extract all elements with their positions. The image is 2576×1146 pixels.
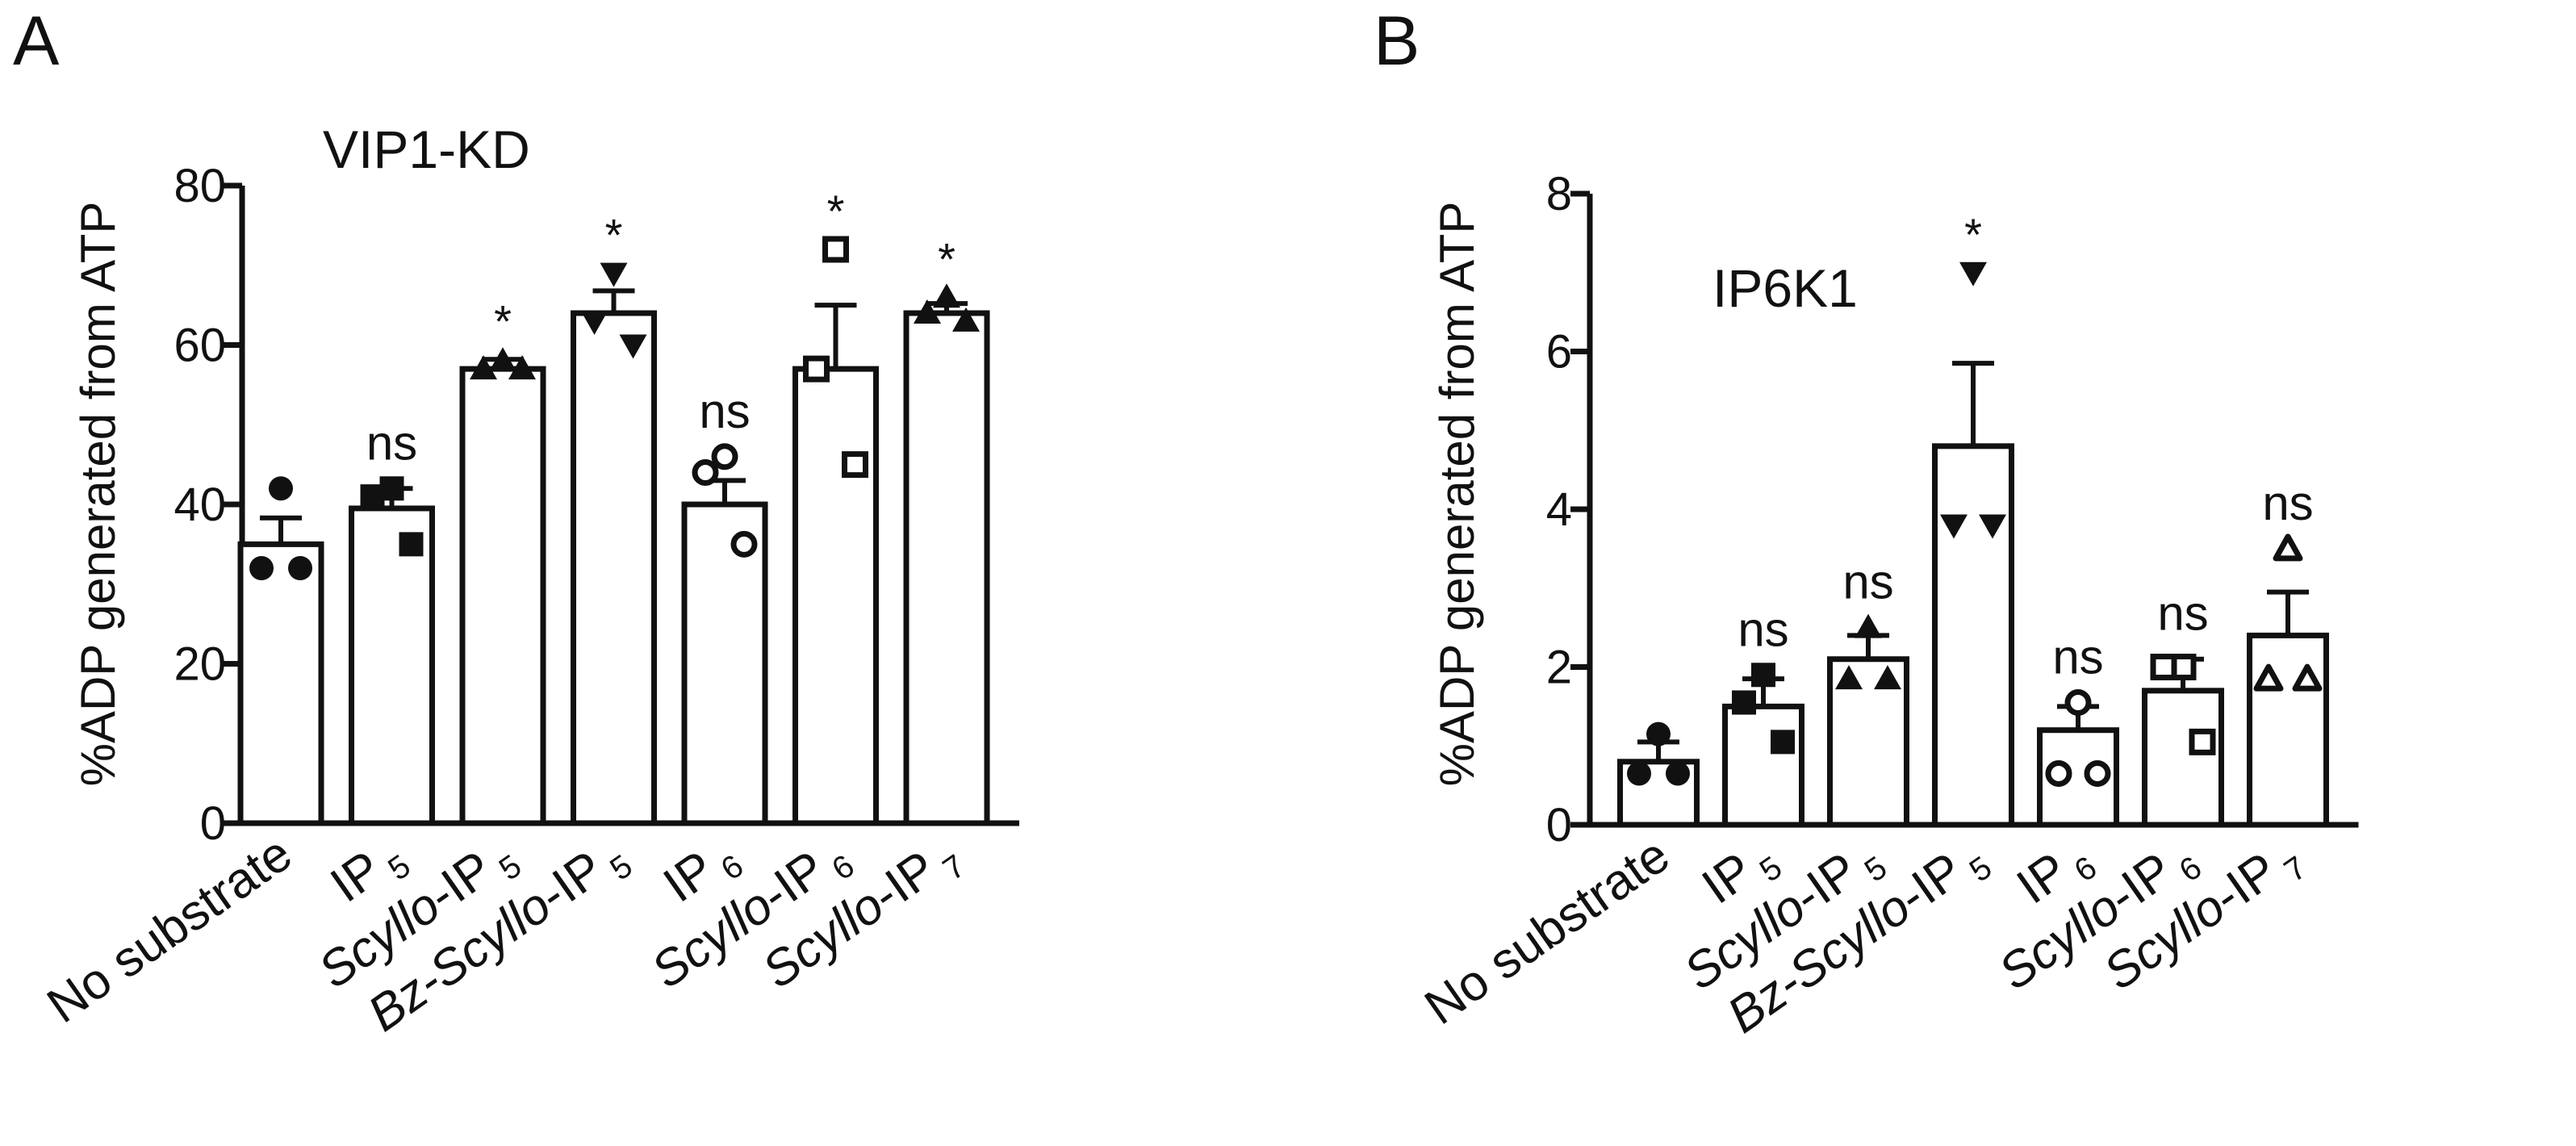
data-point	[619, 334, 647, 359]
significance-label: *	[938, 233, 956, 284]
y-tick-label: 20	[174, 638, 226, 691]
significance-label: ns	[1842, 555, 1893, 609]
data-point	[2273, 533, 2303, 562]
data-point	[1959, 261, 1987, 286]
significance-label: ns	[366, 416, 417, 470]
data-point	[580, 310, 608, 335]
x-tick-label-part: No substrate	[38, 826, 303, 1034]
data-point	[1627, 761, 1651, 786]
data-point	[489, 347, 516, 372]
bar	[2142, 688, 2224, 828]
y-tick-label: 0	[200, 797, 226, 850]
data-point	[711, 443, 738, 471]
data-point	[1940, 514, 1968, 539]
data-point	[2064, 688, 2092, 716]
data-point	[692, 459, 719, 486]
significance-label: ns	[699, 384, 750, 438]
bar	[1932, 443, 2014, 828]
panel-letter: A	[13, 2, 60, 80]
y-tick-label: 4	[1546, 483, 1572, 536]
data-point	[952, 307, 980, 332]
y-axis-label: %ADP generated from ATP	[1430, 202, 1484, 787]
data-point	[1874, 665, 1901, 690]
data-point	[2150, 654, 2177, 680]
data-point	[1732, 690, 1756, 715]
data-point	[822, 236, 849, 263]
data-point	[730, 530, 758, 558]
significance-label: *	[1964, 209, 1982, 260]
y-tick-label: 2	[1546, 642, 1572, 694]
y-tick-label: 6	[1546, 326, 1572, 379]
significance-label: ns	[2052, 629, 2103, 684]
data-point	[399, 532, 424, 557]
data-point	[508, 355, 536, 380]
chart-panel-b: B IP6K1 %ADP generated from ATP 0 2 4 6 8 No …	[1374, 2, 2359, 1044]
bar	[792, 366, 879, 826]
bar	[2247, 632, 2329, 828]
data-point	[470, 355, 497, 380]
data-point	[1855, 613, 1882, 638]
significance-label: *	[827, 186, 845, 236]
bar	[459, 366, 546, 826]
bar	[903, 310, 990, 826]
y-tick-label: 60	[174, 320, 226, 372]
significance-label: ns	[1738, 602, 1788, 656]
bar	[571, 310, 657, 826]
chart-title: VIP1-KD	[323, 119, 530, 179]
significance-label: *	[605, 210, 623, 261]
bar	[1722, 703, 1804, 828]
y-tick-label: 40	[174, 479, 226, 531]
panel-letter: B	[1374, 2, 1420, 80]
data-point	[1646, 721, 1671, 747]
significance-label: *	[494, 295, 512, 346]
data-point	[842, 451, 868, 479]
data-point	[2292, 663, 2323, 692]
x-tick-label-part: Scyllo	[642, 877, 783, 999]
data-point	[1835, 665, 1863, 690]
data-point	[914, 299, 941, 324]
data-point	[933, 283, 960, 308]
data-point	[600, 262, 628, 287]
data-point	[1979, 514, 2006, 539]
data-point	[2045, 759, 2072, 787]
data-point	[288, 556, 312, 580]
significance-label: ns	[2157, 587, 2208, 641]
data-point	[2189, 728, 2216, 755]
chart-title: IP6K1	[1712, 258, 1858, 318]
data-point	[2253, 663, 2284, 692]
x-tick-label-part: No substrate	[1416, 827, 1680, 1035]
data-point	[269, 476, 293, 501]
x-tick-label: No substrate	[1416, 827, 1680, 1035]
data-point	[1751, 663, 1775, 688]
data-point	[360, 484, 385, 509]
data-point	[1771, 730, 1795, 755]
x-tick-label: No substrate	[38, 826, 303, 1034]
y-axis-label: %ADP generated from ATP	[71, 202, 125, 787]
data-point	[1666, 761, 1690, 786]
y-tick-label: 0	[1546, 799, 1572, 851]
significance-label: ns	[2262, 476, 2313, 530]
chart-panel-a: A VIP1-KD %ADP generated from ATP 0 20 40 6…	[13, 2, 1019, 1043]
y-tick-label: 8	[1546, 168, 1572, 220]
data-point	[249, 556, 274, 580]
bar	[237, 541, 324, 826]
y-tick-label: 80	[174, 160, 226, 212]
data-point	[2084, 759, 2111, 787]
data-point	[803, 355, 830, 383]
